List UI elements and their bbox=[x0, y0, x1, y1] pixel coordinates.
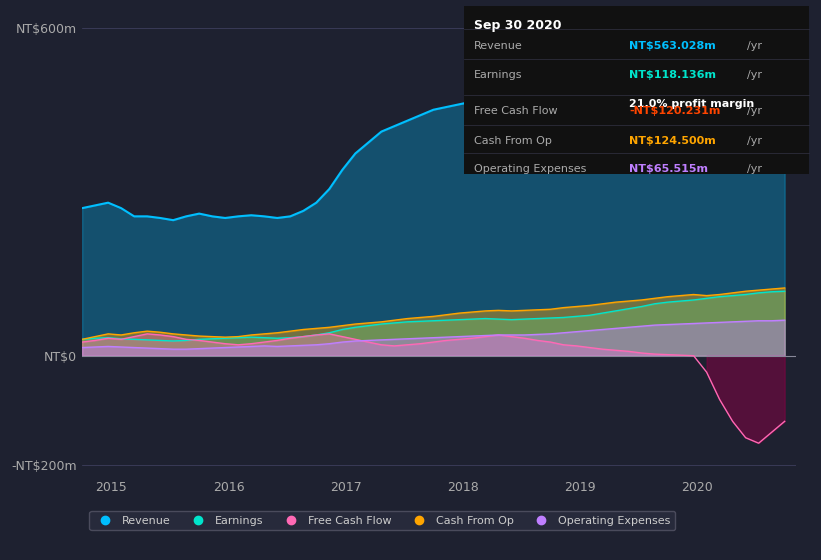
Legend: Revenue, Earnings, Free Cash Flow, Cash From Op, Operating Expenses: Revenue, Earnings, Free Cash Flow, Cash … bbox=[89, 511, 675, 530]
Text: 21.0% profit margin: 21.0% profit margin bbox=[630, 99, 754, 109]
Text: Operating Expenses: Operating Expenses bbox=[475, 164, 586, 174]
Text: Sep 30 2020: Sep 30 2020 bbox=[475, 19, 562, 32]
Text: /yr: /yr bbox=[746, 136, 762, 146]
Text: NT$65.515m: NT$65.515m bbox=[630, 164, 709, 174]
Text: NT$563.028m: NT$563.028m bbox=[630, 41, 716, 51]
Text: /yr: /yr bbox=[746, 164, 762, 174]
Text: /yr: /yr bbox=[746, 41, 762, 51]
Text: /yr: /yr bbox=[746, 106, 762, 115]
Text: Revenue: Revenue bbox=[475, 41, 523, 51]
Text: -NT$120.231m: -NT$120.231m bbox=[630, 106, 721, 115]
Text: Earnings: Earnings bbox=[475, 71, 523, 80]
Text: /yr: /yr bbox=[746, 71, 762, 80]
Text: NT$124.500m: NT$124.500m bbox=[630, 136, 716, 146]
Text: NT$118.136m: NT$118.136m bbox=[630, 71, 717, 80]
Text: Free Cash Flow: Free Cash Flow bbox=[475, 106, 557, 115]
Text: Cash From Op: Cash From Op bbox=[475, 136, 552, 146]
